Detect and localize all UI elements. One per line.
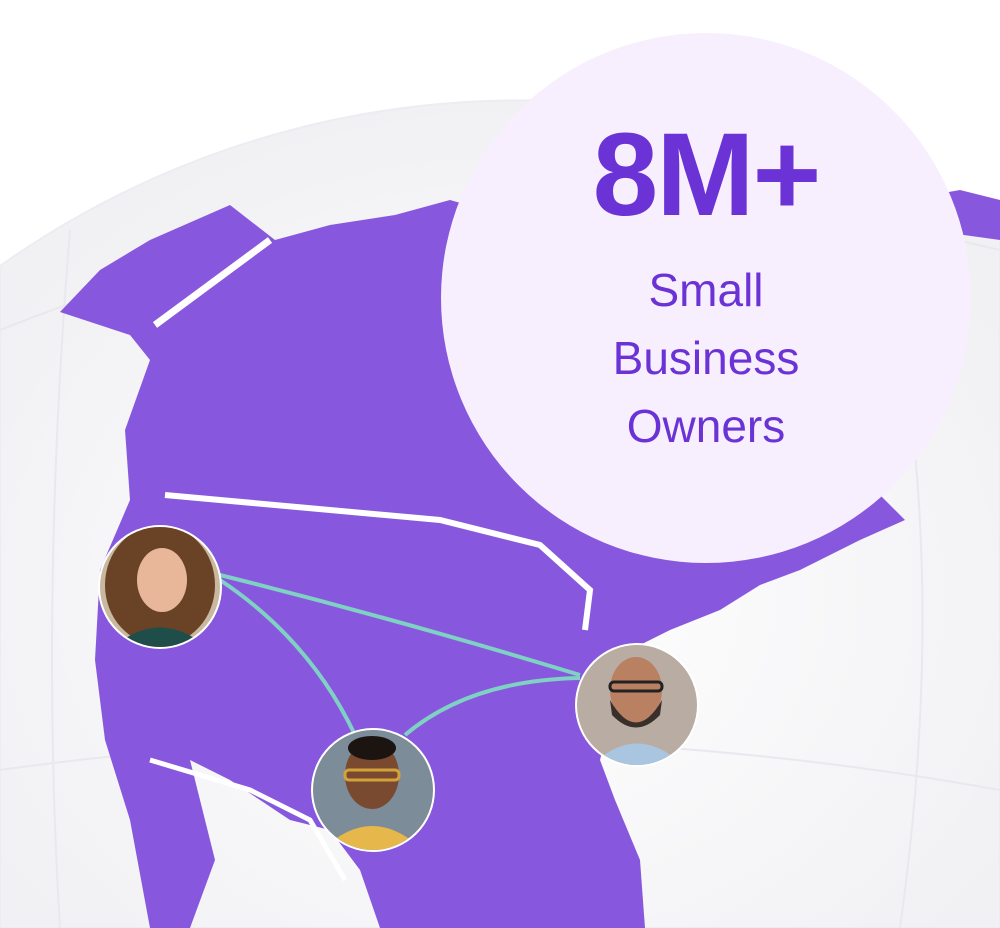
- avatar-woman: [98, 525, 222, 649]
- border-line-alaska: [152, 237, 273, 328]
- avatar-man-bottom: [311, 728, 435, 852]
- north-america-map: [60, 200, 905, 928]
- stat-label-line: Business: [612, 332, 800, 384]
- stat-label-line: Small: [648, 264, 764, 316]
- connector-lines: [218, 573, 581, 737]
- avatar-man-right: [575, 643, 699, 767]
- border-line-canada-us: [164, 492, 594, 631]
- stat-badge: 8M+ Small Business Owners: [441, 33, 971, 563]
- stat-label: Small Business Owners: [613, 256, 800, 460]
- stat-label-line: Owners: [626, 400, 786, 452]
- stat-value: 8M+: [592, 109, 822, 241]
- border-line-mexico: [149, 757, 348, 882]
